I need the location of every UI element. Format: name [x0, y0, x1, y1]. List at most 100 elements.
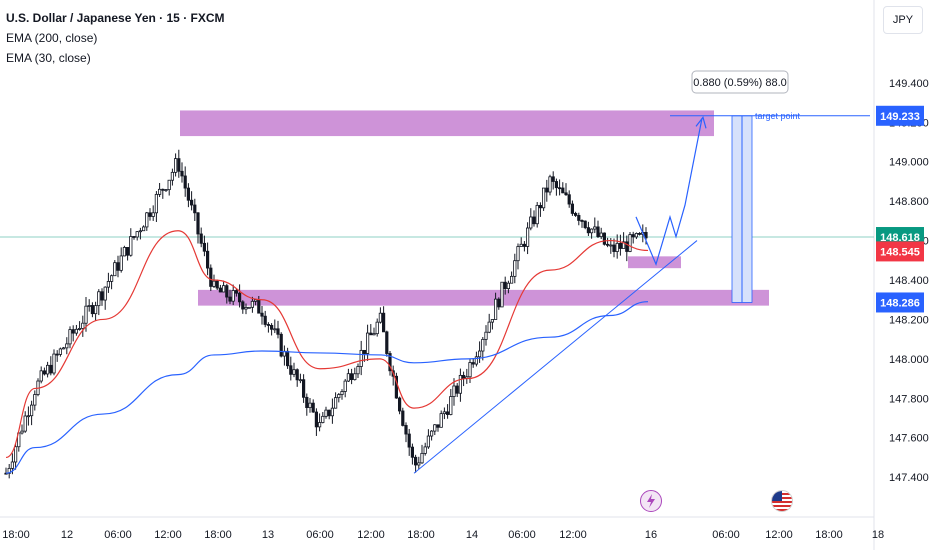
candle-body [561, 187, 565, 194]
candle-body [100, 291, 104, 301]
candle-body [327, 409, 331, 417]
candle-body [231, 290, 235, 302]
candle-body [205, 250, 210, 269]
candle-body [317, 422, 322, 428]
candle-body [513, 260, 517, 277]
candle-body [558, 187, 562, 190]
candle-body [189, 199, 194, 206]
small-zone [628, 256, 681, 269]
x-tick-label: 12:00 [357, 529, 385, 541]
candle-body [324, 409, 328, 417]
currency-button[interactable]: JPY [883, 6, 923, 34]
candle-body [237, 292, 242, 303]
candle-body [362, 349, 367, 354]
candle-body [173, 158, 178, 173]
candle-body [413, 456, 418, 466]
candle-body [180, 170, 184, 177]
supply-zone [180, 110, 714, 137]
candle-body [135, 231, 139, 238]
candle-body [122, 247, 126, 257]
measure-tooltip-text: 0.880 (0.59%) 88.0 [693, 77, 787, 89]
candle-body [545, 187, 549, 193]
candle-body [407, 433, 411, 448]
candle-body [151, 212, 155, 217]
x-tick-label: 18:00 [2, 529, 30, 541]
candle-body [538, 204, 543, 209]
candle-body [116, 262, 120, 271]
candle-body [157, 188, 162, 195]
candle-body [385, 331, 389, 354]
candle-body [132, 236, 136, 238]
candle-body [586, 227, 591, 234]
candle-body [209, 267, 213, 287]
x-tick-label: 18 [872, 529, 884, 541]
candle-body [97, 291, 101, 307]
candle-body [567, 194, 571, 205]
candle-body [23, 415, 27, 432]
candle-body [170, 171, 174, 181]
x-tick-label: 12:00 [154, 529, 182, 541]
candle-body [474, 356, 479, 365]
candle-body [378, 312, 383, 323]
candle-body [141, 226, 146, 232]
candle-body [631, 234, 635, 238]
ema-long-price-label: 148.286 [880, 297, 920, 309]
candle-body [138, 230, 142, 233]
x-tick-label: 12:00 [765, 529, 793, 541]
candle-body [244, 307, 248, 310]
candle-body [590, 228, 594, 234]
candle-body [20, 430, 24, 434]
x-tick-label: 06:00 [306, 529, 334, 541]
y-tick-label: 148.800 [889, 196, 929, 208]
candle-body [10, 461, 14, 469]
candle-body [266, 324, 271, 326]
candle-body [305, 396, 309, 409]
economic-event-icon[interactable] [640, 490, 662, 512]
ema-short-price-label: 148.545 [880, 246, 920, 258]
candle-body [119, 255, 123, 271]
candle-body [33, 394, 37, 406]
y-tick-label: 147.800 [889, 393, 929, 405]
candle-body [487, 321, 491, 333]
candle-body [468, 362, 472, 378]
candle-body [410, 446, 415, 458]
candle-body [218, 287, 222, 293]
candle-body [509, 275, 514, 284]
candle-body [113, 262, 117, 277]
symbol-title: U.S. Dollar / Japanese Yen · 15 · FXCM [6, 11, 225, 25]
candle-body [145, 212, 149, 228]
candle-body [535, 204, 539, 225]
candle-body [215, 280, 219, 289]
candle-body [269, 324, 274, 330]
ema-200-line [5, 301, 649, 474]
candle-body [13, 446, 18, 463]
candle-body [394, 375, 399, 399]
target-point-label: target point [755, 111, 801, 121]
candle-body [542, 187, 546, 209]
candle-body [250, 300, 254, 308]
candle-body [321, 415, 325, 423]
candle-body [161, 188, 165, 191]
candle-body [359, 349, 363, 367]
candle-body [452, 385, 456, 397]
us-flag-event-icon[interactable] [771, 490, 793, 512]
candle-body [71, 329, 75, 334]
y-tick-label: 147.400 [889, 472, 929, 484]
candle-body [445, 411, 450, 415]
ema-30-line [5, 230, 649, 459]
candle-body [337, 394, 341, 399]
candle-body [90, 305, 94, 315]
chart-legend: U.S. Dollar / Japanese Yen · 15 · FXCM E… [6, 8, 225, 68]
trendline [413, 240, 698, 474]
candle-body [253, 299, 258, 302]
candle-body [529, 216, 533, 229]
y-tick-label: 148.400 [889, 275, 929, 287]
candle-body [420, 452, 424, 464]
candle-body [263, 315, 267, 325]
candle-body [356, 366, 360, 375]
candle-body [577, 215, 581, 221]
candle-body [634, 233, 639, 238]
candle-body [183, 175, 187, 189]
x-tick-label: 18:00 [407, 529, 435, 541]
